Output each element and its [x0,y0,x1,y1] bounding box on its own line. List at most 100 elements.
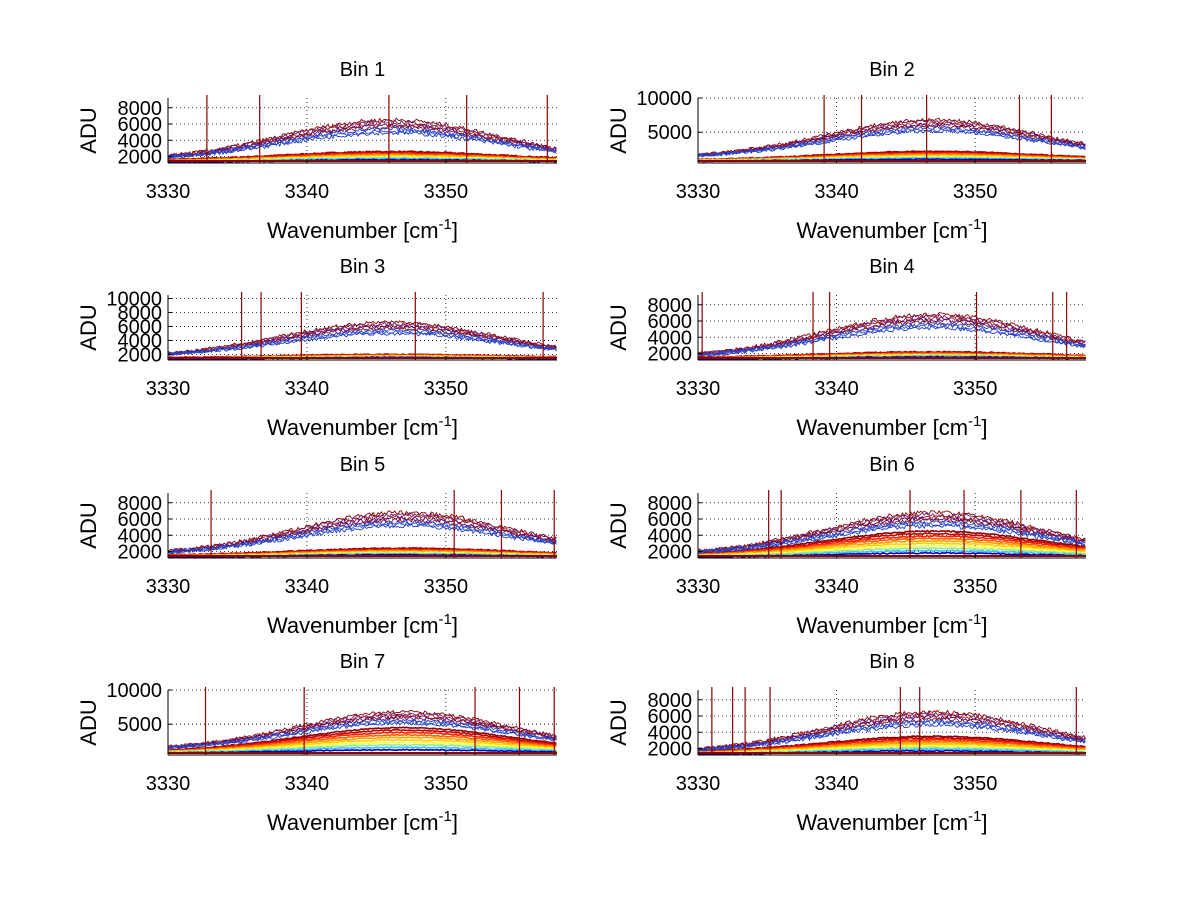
spectrum-line [698,325,1086,357]
x-axis-label: Wavenumber [cm-1] [796,216,987,243]
y-tick-label: 6000 [648,509,693,531]
y-tick-label: 8000 [118,98,163,120]
x-tick-label: 3340 [285,576,330,598]
y-tick-label: 2000 [648,542,693,564]
subplot-bin-2: 3330 3340 3350 5000 10000 Bin 2 ADU Wavenumber … [606,59,1086,243]
x-tick-label: 3330 [146,576,191,598]
x-tick-label: 3350 [424,576,469,598]
spectrum-line [698,127,1086,157]
subplot-title: Bin 4 [869,256,915,278]
spectrum-line [168,123,557,158]
y-tick-label: 4000 [648,525,693,547]
y-tick-label: 4000 [648,722,693,744]
x-tick-label: 3330 [676,378,721,400]
y-tick-label: 10000 [106,288,162,310]
spectrum-line [168,119,557,158]
x-axis-label: Wavenumber [cm-1] [796,611,987,638]
spectrum-line [168,519,557,554]
spectrum-line [698,323,1086,357]
y-axis-label: ADU [606,502,631,548]
y-tick-label: 4000 [648,327,693,349]
x-tick-label: 3340 [814,181,859,203]
spectrum-line [168,712,557,749]
spectrum-line [698,129,1086,158]
x-tick-label: 3340 [814,773,859,795]
spectrum-line [168,321,557,354]
y-tick-label: 5000 [648,122,693,144]
spectrum-line [168,331,557,356]
plot-area [698,709,1086,755]
plot-area [168,709,557,755]
x-tick-label: 3340 [285,181,330,203]
y-tick-label: 4000 [118,330,163,352]
spectrum-line [168,322,557,356]
y-tick-label: 8000 [118,493,163,515]
spectrum-line [168,130,557,159]
x-tick-label: 3340 [285,378,330,400]
spectrum-line [168,324,557,356]
subplot-title: Bin 8 [869,651,915,673]
y-axis-label: ADU [606,304,631,350]
spectrum-line [168,716,557,750]
x-axis-label: Wavenumber [cm-1] [267,413,458,440]
y-tick-label: 6000 [648,706,693,728]
y-axis-label: ADU [606,107,631,153]
spectrum-line [698,117,1086,157]
x-tick-label: 3350 [424,181,469,203]
spectrum-line [168,733,557,753]
spectrum-line [168,523,557,555]
subplot-title: Bin 5 [340,454,386,476]
x-axis-label: Wavenumber [cm-1] [796,413,987,440]
x-tick-label: 3340 [814,378,859,400]
x-tick-label: 3330 [676,181,721,203]
spectrum-line [168,720,557,750]
x-tick-label: 3340 [285,773,330,795]
spectrum-line [698,317,1086,357]
spectrum-line [168,326,557,356]
x-axis-label: Wavenumber [cm-1] [267,808,458,835]
spectrum-line [698,722,1086,752]
spectrum-line [168,741,557,754]
x-tick-label: 3330 [676,773,721,795]
y-tick-label: 8000 [118,302,163,324]
y-tick-label: 4000 [118,130,163,152]
y-tick-label: 2000 [648,739,693,761]
y-tick-label: 8000 [648,295,693,317]
y-tick-label: 2000 [118,147,163,169]
spectrum-line [698,741,1086,754]
y-tick-label: 10000 [636,88,692,110]
y-axis-label: ADU [606,699,631,745]
x-tick-label: 3350 [953,576,998,598]
subplot-title: Bin 3 [340,256,386,278]
plot-area [168,510,557,558]
subplot-title: Bin 7 [340,651,386,673]
spectrum-line [698,311,1086,356]
x-tick-label: 3350 [953,773,998,795]
y-tick-label: 6000 [118,316,163,338]
plot-area [698,510,1086,558]
plot-area [168,320,557,360]
subplot-bin-7: 3330 3340 3350 5000 10000 Bin 7 ADU Wavenumber … [76,651,557,835]
spectrum-line [168,728,557,752]
x-tick-label: 3350 [953,181,998,203]
plot-area [698,117,1086,163]
y-tick-label: 6000 [118,114,163,136]
y-tick-label: 2000 [118,344,163,366]
y-tick-label: 8000 [648,690,693,712]
x-tick-label: 3330 [676,576,721,598]
y-tick-label: 2000 [118,542,163,564]
spectrum-line [168,743,557,754]
x-tick-label: 3350 [424,378,469,400]
spectrum-line [168,512,557,553]
y-axis-label: ADU [76,107,101,153]
spectrum-line [168,515,557,554]
spectrum-line [168,121,557,158]
x-tick-label: 3330 [146,181,191,203]
spectrum-line [168,547,557,557]
x-tick-label: 3350 [424,773,469,795]
